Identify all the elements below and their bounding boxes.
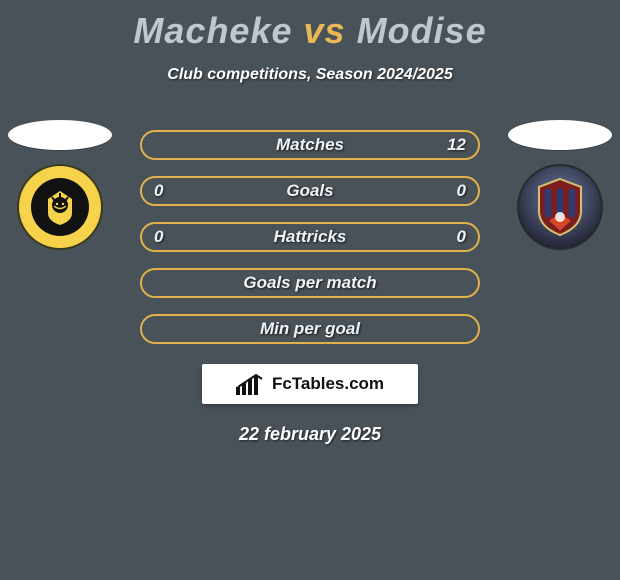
club-badge-right: [517, 164, 603, 250]
kaizer-chiefs-icon: [31, 178, 89, 236]
player-right-column: [500, 120, 620, 250]
stat-row-goals-per-match: Goals per match: [140, 268, 480, 298]
brand-text: FcTables.com: [272, 374, 384, 394]
stat-row-hattricks: 0 Hattricks 0: [140, 222, 480, 252]
stat-row-goals: 0 Goals 0: [140, 176, 480, 206]
stat-right-value: 12: [447, 135, 466, 155]
comparison-panel: Matches 12 0 Goals 0 0 Hattricks 0 Goals…: [0, 130, 620, 445]
avatar-placeholder-left: [8, 120, 112, 150]
player-left-column: [0, 120, 120, 250]
stat-right-value: 0: [450, 227, 466, 247]
brand-box: FcTables.com: [202, 364, 418, 404]
subtitle: Club competitions, Season 2024/2025: [0, 66, 620, 84]
stat-left-value: 0: [154, 227, 170, 247]
stat-left-value: 0: [154, 181, 170, 201]
title-vs: vs: [304, 10, 346, 51]
stat-label: Matches: [276, 135, 344, 155]
page-title: Macheke vs Modise: [0, 0, 620, 52]
title-player2: Modise: [357, 10, 487, 51]
stat-label: Goals: [286, 181, 333, 201]
club-badge-left: [17, 164, 103, 250]
title-player1: Macheke: [133, 10, 292, 51]
stat-right-value: 0: [450, 181, 466, 201]
stat-row-matches: Matches 12: [140, 130, 480, 160]
stats-rows: Matches 12 0 Goals 0 0 Hattricks 0 Goals…: [140, 130, 480, 344]
stat-label: Goals per match: [243, 273, 376, 293]
stat-row-min-per-goal: Min per goal: [140, 314, 480, 344]
bars-icon: [236, 373, 266, 395]
stat-label: Hattricks: [274, 227, 347, 247]
stat-label: Min per goal: [260, 319, 360, 339]
avatar-placeholder-right: [508, 120, 612, 150]
date-text: 22 february 2025: [0, 424, 620, 445]
chippa-united-icon: [535, 177, 585, 237]
